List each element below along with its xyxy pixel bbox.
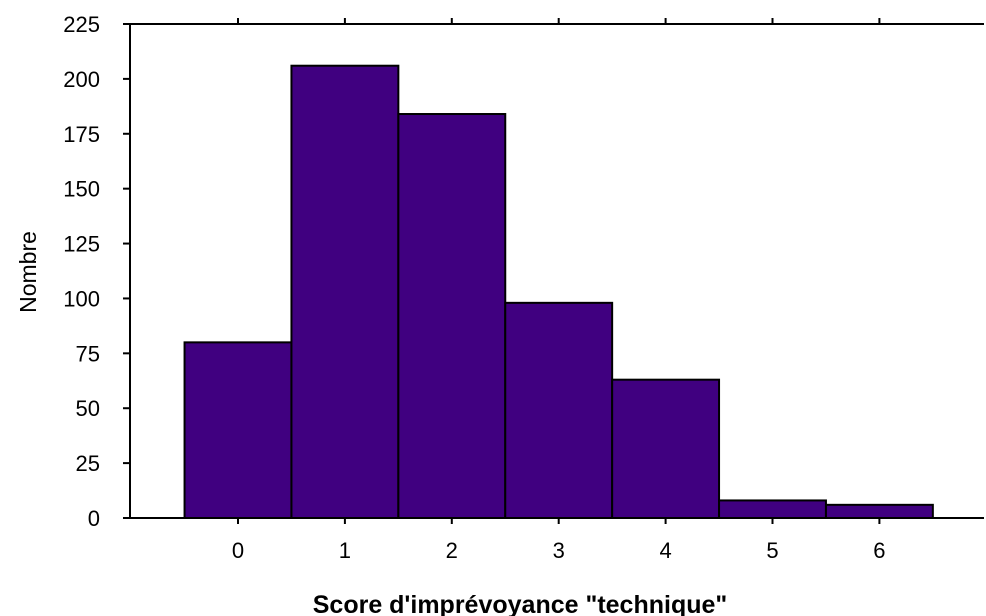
x-tick-label-6: 6 [873,538,885,563]
bar-5 [718,499,827,519]
x-tick-labels: 0 1 2 3 4 5 6 [232,538,886,563]
bar-4 [611,378,721,519]
y-tick-label-25: 25 [76,451,100,476]
bar-3 [504,301,614,519]
x-tick-label-2: 2 [446,538,458,563]
y-tick-labels: 0 25 50 75 100 125 150 175 200 225 [63,12,100,531]
y-tick-label-100: 100 [63,286,100,311]
y-tick-label-175: 175 [63,122,100,147]
x-tick-label-0: 0 [232,538,244,563]
axis-frame [129,23,984,519]
bars-group [183,64,934,520]
y-tick-label-225: 225 [63,12,100,37]
y-tick-label-125: 125 [63,232,100,257]
y-tick-label-50: 50 [76,396,100,421]
y-axis-title: Nombre [15,231,41,313]
bar-2 [397,113,507,519]
bar-1 [290,64,400,520]
y-tick-label-75: 75 [76,341,100,366]
x-tick-label-5: 5 [766,538,778,563]
bar-6 [824,503,934,519]
bar-0 [183,341,293,519]
y-tick-label-150: 150 [63,177,100,202]
x-tick-label-1: 1 [339,538,351,563]
x-tick-label-3: 3 [553,538,565,563]
x-axis-title: Score d'imprévoyance "technique" [313,591,728,616]
y-tick-label-0: 0 [88,506,100,531]
x-tick-label-4: 4 [659,538,671,563]
y-tick-label-200: 200 [63,67,100,92]
